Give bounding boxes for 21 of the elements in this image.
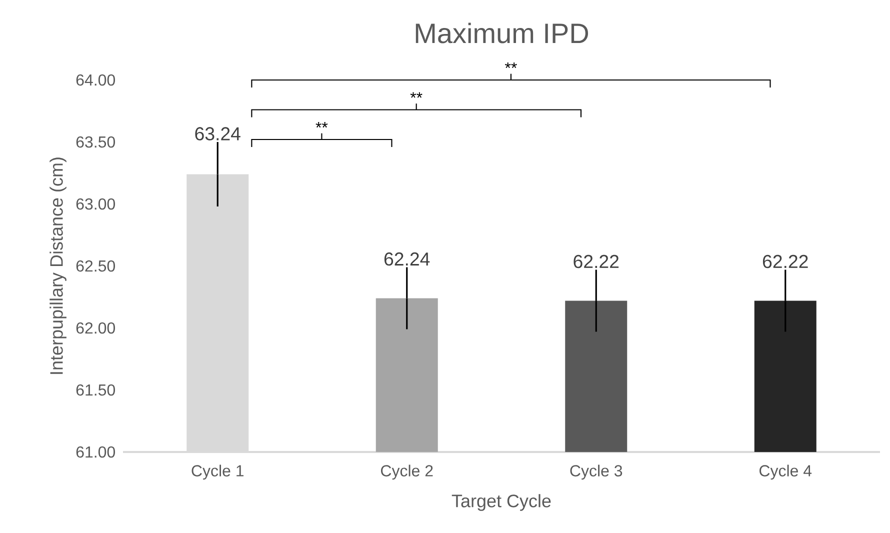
- y-tick-label: 63.50: [76, 136, 115, 148]
- y-tick-label: 62.00: [76, 322, 115, 334]
- x-tick-label: Cycle 3: [570, 464, 622, 480]
- y-tick-label: 61.50: [76, 384, 115, 396]
- annotation: **: [410, 92, 422, 98]
- text: **: [504, 62, 517, 68]
- y-tick-label: 61.00: [76, 446, 115, 458]
- data-label: 63.24: [195, 127, 240, 140]
- x-tick-label: Cycle 1: [192, 464, 244, 480]
- y-tick-label: 62.50: [76, 260, 115, 272]
- x-axis-title: Target Cycle: [452, 494, 551, 511]
- y-tick-label: 64.00: [76, 74, 115, 86]
- data-label: 62.24: [384, 252, 430, 266]
- x-tick-label: Cycle 4: [760, 464, 812, 480]
- y-axis-title: Interpupillary Distance (cm): [50, 158, 66, 374]
- annotation: **: [316, 122, 328, 128]
- data-label: 62.22: [574, 254, 619, 268]
- y-tick-label: 63.00: [76, 198, 115, 210]
- data-label: 62.22: [762, 254, 808, 268]
- chart-title: Maximum IPD: [416, 22, 588, 44]
- x-tick-label: Cycle 2: [381, 464, 433, 480]
